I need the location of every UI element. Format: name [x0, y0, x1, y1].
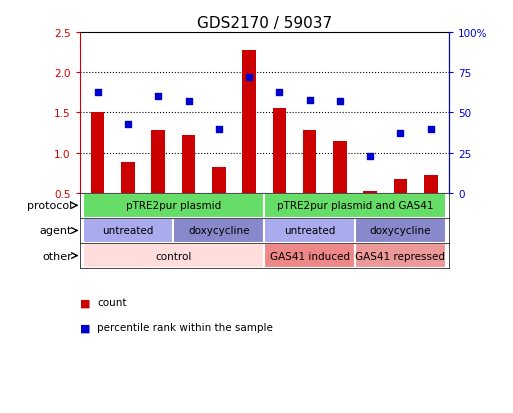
- Bar: [151, 131, 165, 193]
- Point: [427, 126, 435, 133]
- Text: percentile rank within the sample: percentile rank within the sample: [97, 323, 273, 332]
- Text: untreated: untreated: [284, 226, 336, 236]
- Point: [397, 131, 405, 137]
- Title: GDS2170 / 59037: GDS2170 / 59037: [196, 16, 332, 31]
- Point: [214, 126, 223, 133]
- Text: other: other: [43, 251, 72, 261]
- Bar: [173, 218, 264, 243]
- Bar: [83, 243, 264, 268]
- Text: ■: ■: [80, 298, 90, 308]
- Text: untreated: untreated: [102, 226, 153, 236]
- Bar: [182, 135, 195, 193]
- Bar: [393, 180, 407, 193]
- Bar: [212, 168, 226, 193]
- Bar: [264, 243, 355, 268]
- Bar: [272, 109, 286, 193]
- Text: doxycycline: doxycycline: [370, 226, 431, 236]
- Point: [93, 89, 102, 96]
- Point: [245, 75, 253, 81]
- Text: ■: ■: [80, 323, 90, 332]
- Text: GAS41 induced: GAS41 induced: [270, 251, 349, 261]
- Bar: [121, 163, 135, 193]
- Bar: [355, 243, 446, 268]
- Text: pTRE2pur plasmid: pTRE2pur plasmid: [126, 201, 221, 211]
- Text: agent: agent: [40, 226, 72, 236]
- Bar: [83, 193, 264, 218]
- Text: control: control: [155, 251, 191, 261]
- Bar: [363, 192, 377, 193]
- Text: count: count: [97, 298, 127, 308]
- Point: [124, 121, 132, 128]
- Bar: [83, 218, 173, 243]
- Point: [154, 94, 162, 100]
- Bar: [355, 218, 446, 243]
- Point: [184, 99, 192, 105]
- Bar: [303, 131, 317, 193]
- Bar: [242, 51, 256, 193]
- Bar: [91, 113, 105, 193]
- Text: doxycycline: doxycycline: [188, 226, 249, 236]
- Bar: [333, 141, 347, 193]
- Point: [366, 153, 374, 160]
- Text: protocol: protocol: [27, 201, 72, 211]
- Point: [306, 97, 314, 104]
- Bar: [264, 193, 446, 218]
- Text: pTRE2pur plasmid and GAS41: pTRE2pur plasmid and GAS41: [277, 201, 433, 211]
- Text: GAS41 repressed: GAS41 repressed: [356, 251, 445, 261]
- Point: [275, 89, 284, 96]
- Point: [336, 99, 344, 105]
- Bar: [424, 176, 438, 193]
- Bar: [264, 218, 355, 243]
